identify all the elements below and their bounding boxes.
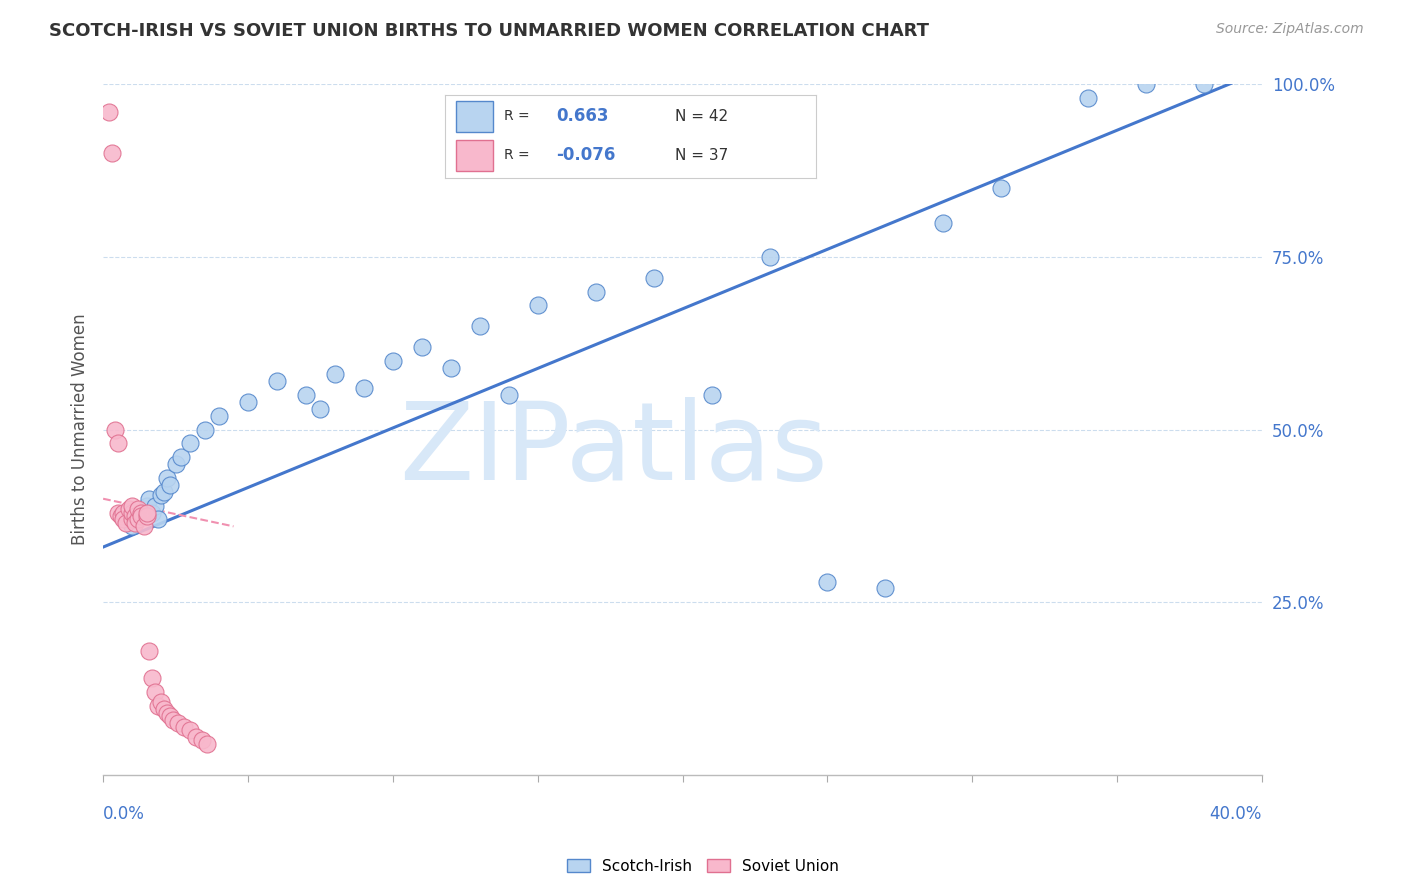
Point bbox=[118, 502, 141, 516]
Point bbox=[138, 491, 160, 506]
Point bbox=[208, 409, 231, 423]
Point bbox=[498, 388, 520, 402]
Point bbox=[184, 730, 207, 744]
Point bbox=[295, 388, 318, 402]
Point bbox=[124, 516, 146, 530]
Point bbox=[132, 502, 155, 516]
Point bbox=[115, 516, 138, 530]
Point bbox=[135, 499, 157, 513]
Point bbox=[150, 695, 173, 709]
Point bbox=[121, 499, 143, 513]
Point bbox=[150, 488, 173, 502]
Point bbox=[1077, 91, 1099, 105]
Point bbox=[193, 423, 215, 437]
Point bbox=[167, 716, 190, 731]
Point bbox=[101, 146, 124, 161]
Point bbox=[266, 375, 288, 389]
Point bbox=[165, 457, 187, 471]
Point bbox=[153, 702, 176, 716]
Point bbox=[932, 215, 955, 229]
Point bbox=[156, 471, 179, 485]
Text: ZIPatlas: ZIPatlas bbox=[399, 398, 827, 503]
Point bbox=[156, 706, 179, 720]
Point bbox=[526, 298, 548, 312]
Point bbox=[440, 360, 463, 375]
Point bbox=[875, 582, 897, 596]
Point bbox=[381, 353, 404, 368]
Point bbox=[127, 512, 149, 526]
Point bbox=[121, 519, 143, 533]
Point bbox=[121, 506, 143, 520]
Text: 0.0%: 0.0% bbox=[103, 805, 145, 823]
Point bbox=[1135, 78, 1157, 92]
Point bbox=[323, 368, 346, 382]
Point bbox=[129, 508, 152, 523]
Point bbox=[197, 737, 219, 751]
Point bbox=[700, 388, 723, 402]
Point bbox=[159, 709, 181, 723]
Point bbox=[132, 519, 155, 533]
Point bbox=[143, 499, 166, 513]
Point bbox=[190, 733, 212, 747]
Point bbox=[104, 423, 127, 437]
Point bbox=[353, 381, 375, 395]
Point bbox=[468, 319, 491, 334]
Point bbox=[129, 508, 152, 523]
Point bbox=[124, 508, 146, 523]
Point bbox=[127, 502, 149, 516]
Point bbox=[585, 285, 607, 299]
Point bbox=[97, 105, 120, 120]
Point bbox=[107, 436, 129, 450]
Point bbox=[141, 671, 163, 685]
Point bbox=[170, 450, 193, 465]
Text: 40.0%: 40.0% bbox=[1209, 805, 1263, 823]
Point bbox=[643, 270, 665, 285]
Point bbox=[179, 436, 201, 450]
Point bbox=[990, 181, 1012, 195]
Point bbox=[153, 484, 176, 499]
Point bbox=[127, 506, 149, 520]
Legend: Scotch-Irish, Soviet Union: Scotch-Irish, Soviet Union bbox=[561, 853, 845, 880]
Point bbox=[112, 506, 135, 520]
Text: SCOTCH-IRISH VS SOVIET UNION BIRTHS TO UNMARRIED WOMEN CORRELATION CHART: SCOTCH-IRISH VS SOVIET UNION BIRTHS TO U… bbox=[49, 22, 929, 40]
Point bbox=[135, 506, 157, 520]
Text: Source: ZipAtlas.com: Source: ZipAtlas.com bbox=[1216, 22, 1364, 37]
Point bbox=[121, 512, 143, 526]
Point bbox=[129, 506, 152, 520]
Point bbox=[159, 478, 181, 492]
Point bbox=[138, 643, 160, 657]
Point bbox=[179, 723, 201, 737]
Point bbox=[817, 574, 839, 589]
Point bbox=[148, 512, 170, 526]
Point bbox=[110, 508, 132, 523]
Point bbox=[411, 340, 433, 354]
Point bbox=[309, 401, 332, 416]
Point bbox=[758, 250, 780, 264]
Point bbox=[135, 508, 157, 523]
Point bbox=[173, 720, 195, 734]
Point bbox=[148, 698, 170, 713]
Point bbox=[112, 512, 135, 526]
Point bbox=[236, 395, 259, 409]
Point bbox=[162, 713, 184, 727]
Point bbox=[124, 512, 146, 526]
Point bbox=[107, 506, 129, 520]
Point bbox=[143, 685, 166, 699]
Y-axis label: Births to Unmarried Women: Births to Unmarried Women bbox=[72, 314, 89, 546]
Point bbox=[141, 506, 163, 520]
Point bbox=[1192, 78, 1215, 92]
